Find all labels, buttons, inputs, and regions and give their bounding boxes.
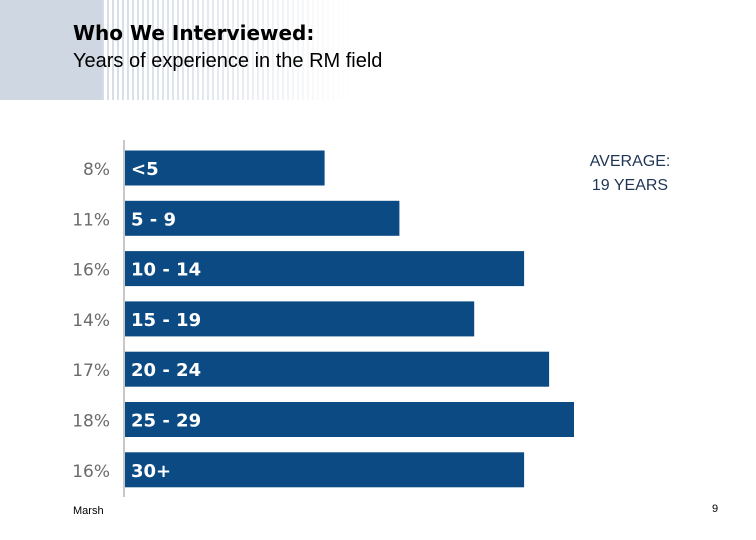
footer-source: Marsh xyxy=(73,505,104,517)
bar-value-label: 17% xyxy=(72,361,110,381)
decorative-header-block xyxy=(0,0,102,100)
average-annotation: AVERAGE: 19 YEARS xyxy=(560,150,700,198)
bar-value-label: 18% xyxy=(72,412,110,432)
bar-category-label: <5 xyxy=(131,159,159,180)
bar-value-label: 16% xyxy=(72,261,110,281)
bar-category-label: 5 - 9 xyxy=(131,209,176,230)
bar xyxy=(125,452,525,488)
page-subtitle: Years of experience in the RM field xyxy=(73,50,383,72)
bar xyxy=(125,351,550,387)
bar-category-label: 25 - 29 xyxy=(131,411,201,432)
bar xyxy=(125,402,574,437)
page-number: 9 xyxy=(712,503,719,515)
bar-value-label: 14% xyxy=(72,311,110,331)
bar-value-label: 16% xyxy=(72,462,110,482)
page-title: Who We Interviewed: xyxy=(73,21,315,45)
bar-value-label: 11% xyxy=(72,210,110,230)
decorative-stripe-pattern xyxy=(102,0,352,100)
bar-value-label: 8% xyxy=(83,160,110,180)
bar-category-label: 20 - 24 xyxy=(131,360,201,381)
average-value: 19 YEARS xyxy=(591,177,669,194)
bar xyxy=(125,251,525,287)
bar xyxy=(125,301,475,337)
bar-category-label: 15 - 19 xyxy=(131,310,201,331)
bar-category-label: 30+ xyxy=(131,461,171,482)
average-label: AVERAGE: xyxy=(589,153,671,170)
bar-category-label: 10 - 14 xyxy=(131,260,201,281)
bar xyxy=(125,200,400,236)
bar xyxy=(125,150,325,186)
